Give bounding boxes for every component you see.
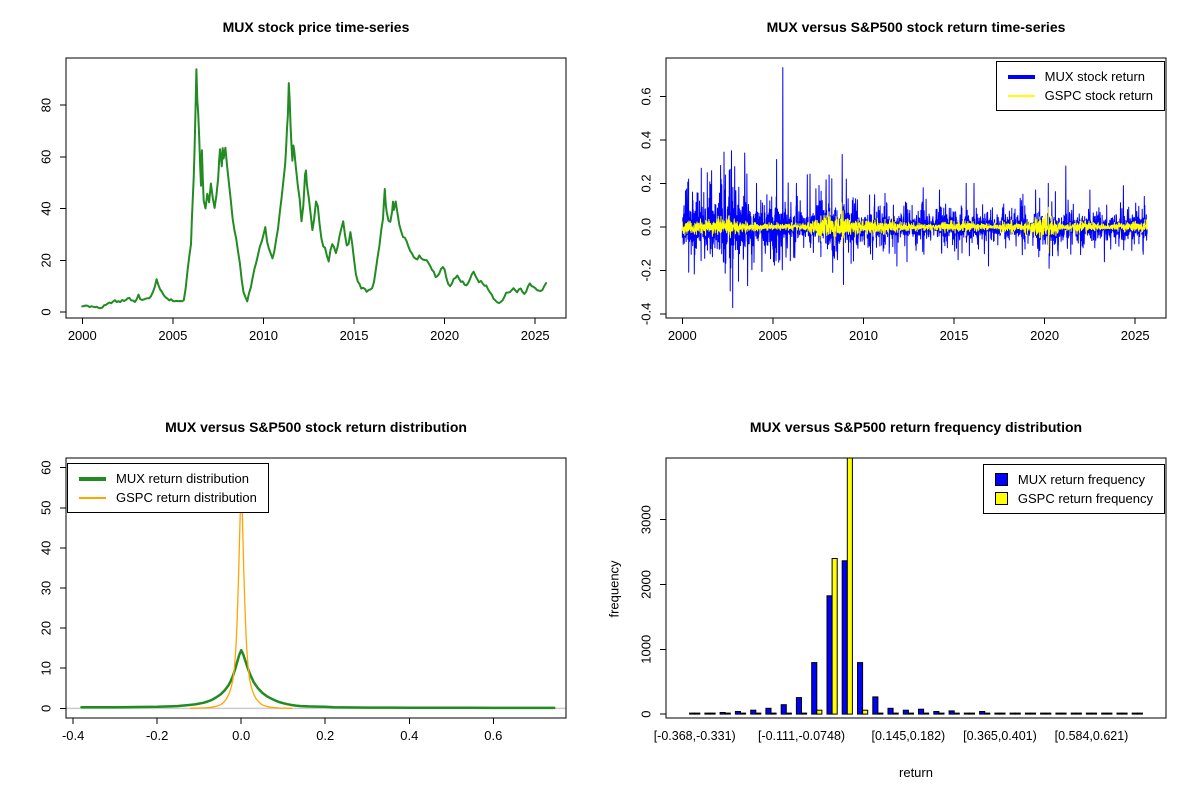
legend-label-gspc-density: GSPC return distribution: [116, 490, 257, 505]
panel-return-timeseries: MUX versus S&P500 stock return time-seri…: [600, 0, 1200, 400]
svg-text:2000: 2000: [638, 570, 653, 599]
svg-text:0.2: 0.2: [638, 174, 653, 192]
svg-text:40: 40: [38, 541, 53, 555]
svg-text:3000: 3000: [638, 505, 653, 534]
panel-price-timeseries: MUX stock price time-series 2000 2005 2010…: [0, 0, 600, 400]
return-frequency-plot: [-0.368,-0.331) [-0.111,-0.0748) [0.145,0.…: [638, 457, 1167, 743]
legend-row-mux-return: MUX stock return: [1007, 67, 1153, 86]
mux-frequency-square-swatch: [994, 473, 1008, 486]
legend-return-frequency: MUX return frequency GSPC return frequen…: [982, 464, 1165, 514]
svg-text:2020: 2020: [430, 328, 459, 343]
svg-text:50: 50: [38, 501, 53, 515]
svg-text:20: 20: [38, 253, 53, 267]
svg-text:2000: 2000: [68, 328, 97, 343]
svg-text:-0.2: -0.2: [638, 259, 653, 281]
mux-return-line-swatch: [1007, 74, 1035, 79]
gspc-density-line-swatch: [79, 496, 106, 499]
svg-text:40: 40: [38, 201, 53, 215]
svg-text:2000: 2000: [668, 328, 697, 343]
svg-text:[-0.111,-0.0748): [-0.111,-0.0748): [758, 729, 845, 743]
svg-text:0: 0: [38, 705, 53, 712]
chart-title-price: MUX stock price time-series: [222, 19, 410, 35]
panel-return-frequency: MUX versus S&P500 return frequency distr…: [600, 400, 1200, 800]
svg-text:-0.2: -0.2: [146, 728, 168, 743]
legend-row-gspc-return: GSPC stock return: [1007, 86, 1153, 105]
svg-text:0.2: 0.2: [316, 728, 334, 743]
chart-title-returns: MUX versus S&P500 stock return time-seri…: [766, 19, 1066, 35]
svg-text:2005: 2005: [158, 328, 187, 343]
legend-row-gspc-density: GSPC return distribution: [79, 488, 257, 507]
svg-text:[-0.368,-0.331): [-0.368,-0.331): [654, 729, 736, 743]
svg-text:1000: 1000: [638, 635, 653, 664]
svg-text:20: 20: [38, 621, 53, 635]
svg-text:2025: 2025: [1121, 328, 1150, 343]
legend-label-gspc-return: GSPC stock return: [1044, 88, 1153, 103]
svg-text:[0.145,0.182): [0.145,0.182): [872, 729, 946, 743]
svg-text:10: 10: [38, 661, 53, 675]
legend-row-gspc-frequency: GSPC return frequency: [994, 489, 1153, 508]
svg-text:2015: 2015: [340, 328, 369, 343]
svg-text:0.4: 0.4: [400, 728, 418, 743]
svg-text:2015: 2015: [940, 328, 969, 343]
gspc-frequency-square-swatch: [994, 492, 1008, 505]
chart-title-distribution: MUX versus S&P500 stock return distribut…: [165, 419, 467, 435]
svg-text:2010: 2010: [249, 328, 278, 343]
svg-text:[0.584,0.621): [0.584,0.621): [1055, 729, 1129, 743]
return-timeseries-plot: 2000 2005 2010 2015 2020 2025 -0.4 -0.2 0.0 0.2 0.…: [638, 57, 1167, 343]
svg-text:-0.4: -0.4: [638, 303, 653, 325]
price-timeseries-plot: 2000 2005 2010 2015 2020 2025 0 20 40 60 80: [38, 57, 567, 343]
y-axis-label-frequency: frequency: [606, 560, 622, 618]
svg-text:0: 0: [638, 710, 653, 717]
legend-label-gspc-frequency: GSPC return frequency: [1017, 491, 1153, 506]
gspc-return-line-swatch: [1007, 94, 1035, 97]
svg-text:60: 60: [38, 150, 53, 164]
legend-row-mux-density: MUX return distribution: [79, 469, 257, 488]
legend-row-mux-frequency: MUX return frequency: [994, 470, 1153, 489]
legend-return-distribution: MUX return distribution GSPC return dist…: [67, 463, 269, 513]
svg-text:60: 60: [38, 460, 53, 474]
svg-text:-0.4: -0.4: [62, 728, 84, 743]
svg-text:0.4: 0.4: [638, 131, 653, 149]
svg-text:2005: 2005: [758, 328, 787, 343]
x-axis-label-return: return: [899, 765, 933, 780]
svg-text:2025: 2025: [521, 328, 550, 343]
legend-return-timeseries: MUX stock return GSPC stock return: [995, 61, 1165, 111]
svg-text:2020: 2020: [1030, 328, 1059, 343]
return-distribution-plot: -0.4 -0.2 0.0 0.2 0.4 0.6 0 10 20 30 40 50 60: [38, 457, 567, 743]
svg-text:80: 80: [38, 98, 53, 112]
svg-text:0.0: 0.0: [638, 218, 653, 236]
legend-label-mux-density: MUX return distribution: [116, 471, 249, 486]
svg-text:0.6: 0.6: [638, 87, 653, 105]
panel-return-distribution: MUX versus S&P500 stock return distribut…: [0, 400, 600, 800]
svg-text:0: 0: [38, 308, 53, 315]
svg-text:[0.365,0.401): [0.365,0.401): [963, 729, 1037, 743]
svg-text:2010: 2010: [849, 328, 878, 343]
legend-label-mux-return: MUX stock return: [1044, 69, 1146, 84]
legend-label-mux-frequency: MUX return frequency: [1017, 472, 1146, 487]
svg-text:30: 30: [38, 581, 53, 595]
svg-text:0.6: 0.6: [484, 728, 502, 743]
mux-density-line-swatch: [79, 476, 106, 481]
chart-title-frequency: MUX versus S&P500 return frequency distr…: [749, 419, 1083, 435]
svg-text:0.0: 0.0: [232, 728, 250, 743]
